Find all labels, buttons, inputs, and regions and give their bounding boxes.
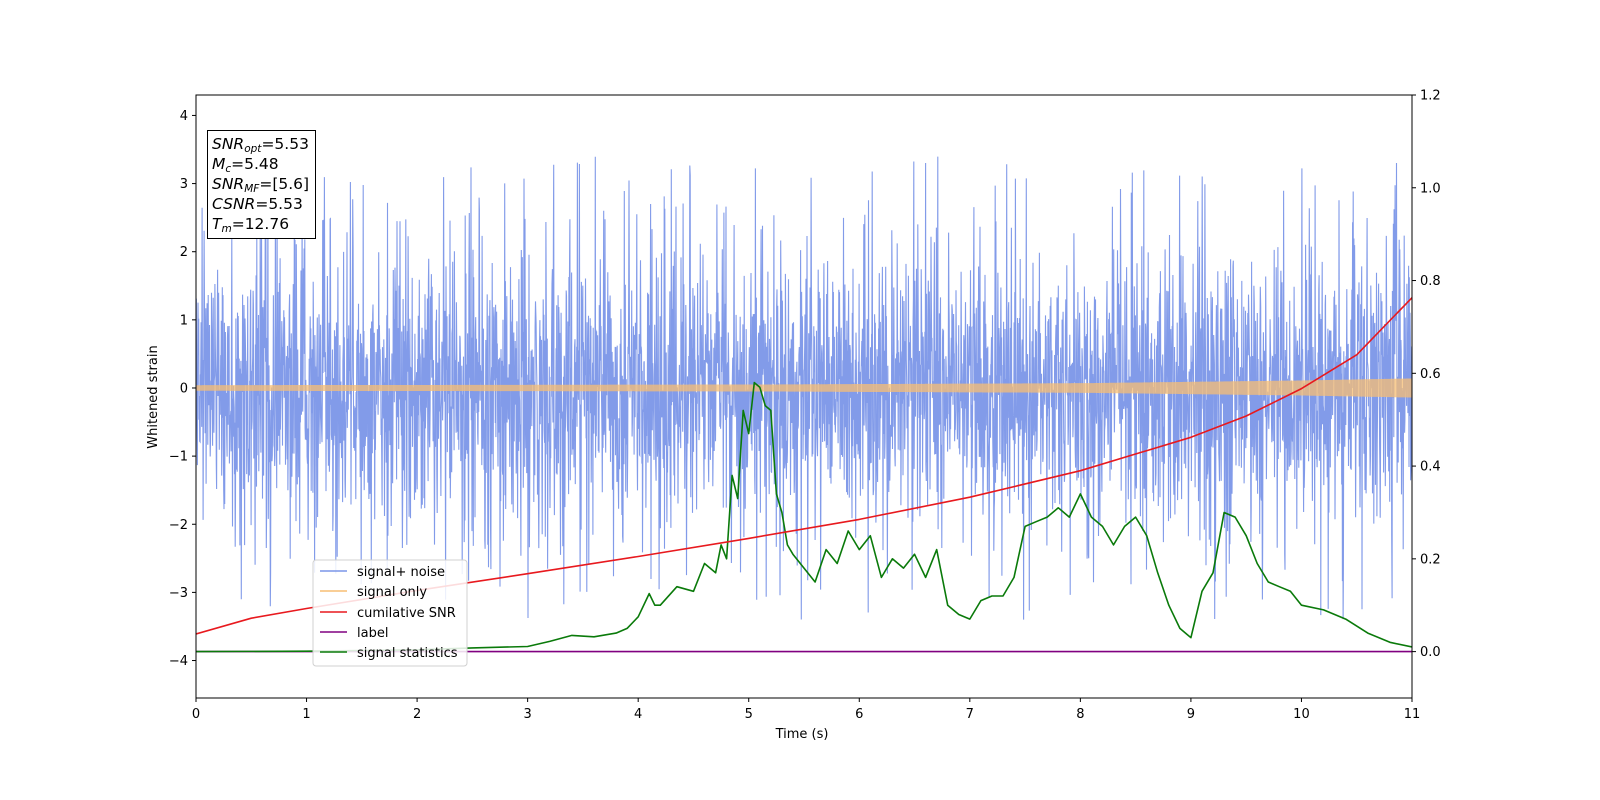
y-axis-left: 4 3 2 1 0 −1 −2 −3 −4 [169, 109, 196, 669]
annot-tm: Tm=12.76 [212, 215, 290, 235]
y-axis-right: 1.2 1.0 0.8 0.6 0.4 0.2 0.0 [1412, 89, 1441, 660]
y2-tick-label: 0.8 [1420, 274, 1441, 289]
annot-mc: Mc=5.48 [212, 155, 279, 175]
x-tick-label: 10 [1293, 707, 1310, 722]
annot-snr-mf: SNRMF=[5.6] [212, 175, 310, 195]
x-tick-label: 1 [302, 707, 310, 722]
annot-snr-opt: SNRopt=5.53 [212, 135, 309, 155]
x-tick-label: 0 [192, 707, 200, 722]
y-tick-label: −3 [169, 586, 188, 601]
y2-tick-label: 0.4 [1420, 460, 1441, 475]
y-tick-label: −4 [169, 654, 188, 669]
y2-tick-label: 1.0 [1420, 181, 1441, 196]
y2-tick-label: 0.0 [1420, 645, 1441, 660]
y-tick-label: −2 [169, 518, 188, 533]
x-axis: 0 1 2 3 4 5 6 7 8 9 10 11 [192, 698, 1420, 722]
legend-frame [312, 559, 468, 667]
y2-tick-label: 1.2 [1420, 89, 1441, 104]
y2-tick-label: 0.2 [1420, 552, 1441, 567]
y-tick-label: 0 [180, 381, 188, 396]
x-tick-label: 2 [413, 707, 421, 722]
x-axis-label: Time (s) [775, 727, 829, 742]
annot-csnr: CSNR=5.53 [212, 195, 303, 213]
x-tick-label: 6 [855, 707, 863, 722]
signal-noise-layer [196, 156, 1412, 620]
y-tick-label: 1 [180, 313, 188, 328]
series-signal-statistics [196, 381, 1412, 653]
snr-annotation-box: SNRopt=5.53 Mc=5.48 SNRMF=[5.6] CSNR=5.5… [207, 130, 317, 239]
x-tick-label: 11 [1404, 707, 1421, 722]
x-tick-label: 8 [1076, 707, 1084, 722]
series-signal-noise [196, 156, 1412, 620]
plot-frame [195, 94, 1413, 699]
x-tick-label: 5 [745, 707, 753, 722]
x-tick-label: 4 [634, 707, 642, 722]
legend-label-noise: signal+ noise [357, 565, 445, 580]
y-tick-label: 2 [180, 245, 188, 260]
legend-label-statistics: signal statistics [357, 646, 458, 661]
legend-label-cumulative: cumilative SNR [357, 606, 456, 621]
series-signal-only [196, 378, 1412, 398]
y-tick-label: 4 [180, 109, 188, 124]
legend: signal+ noise signal only cumilative SNR… [312, 559, 468, 667]
y2-tick-label: 0.6 [1420, 367, 1441, 382]
x-tick-label: 3 [523, 707, 531, 722]
x-tick-label: 7 [966, 707, 974, 722]
y-tick-label: 3 [180, 177, 188, 192]
legend-label-label: label [357, 626, 388, 641]
y-axis-label: Whitened strain [146, 345, 161, 448]
x-tick-label: 9 [1187, 707, 1195, 722]
y-tick-label: −1 [169, 450, 188, 465]
signal-only-layer [196, 378, 1412, 398]
legend-label-signal: signal only [357, 585, 427, 600]
